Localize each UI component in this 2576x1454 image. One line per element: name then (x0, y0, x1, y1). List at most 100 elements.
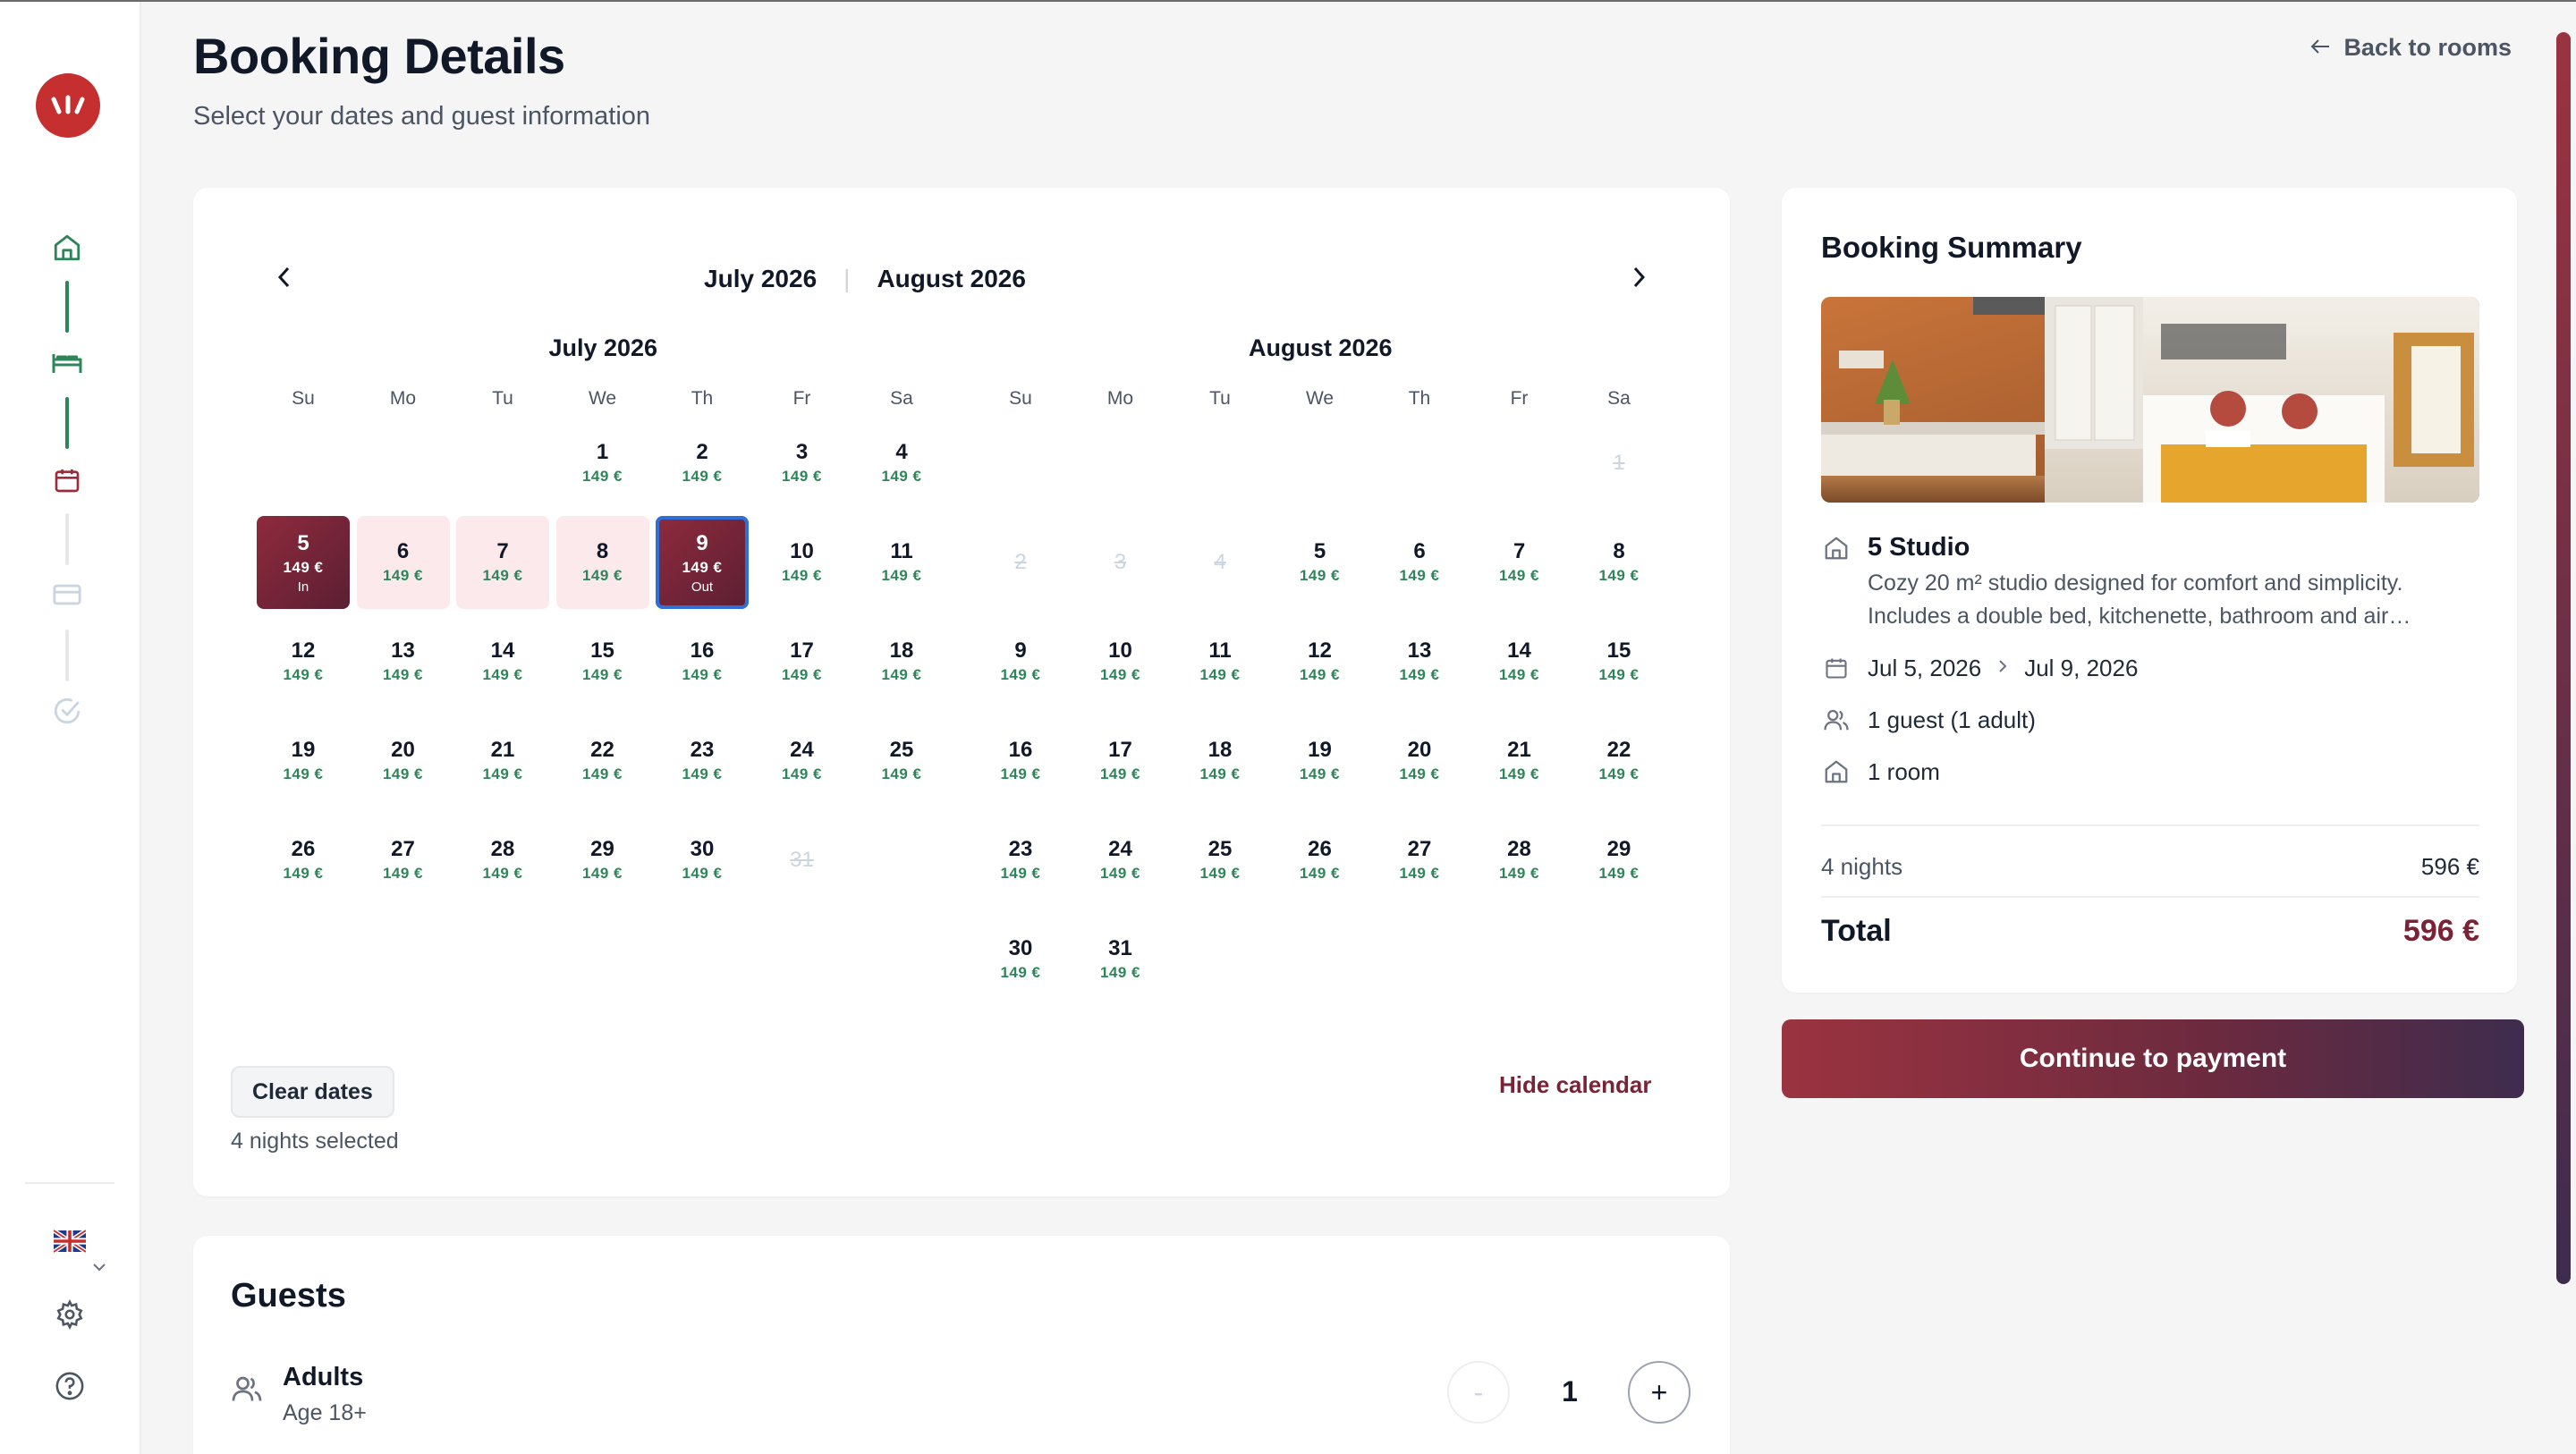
adults-decrement-button[interactable]: - (1447, 1361, 1510, 1424)
calendar-day[interactable]: 6 149 € (356, 516, 450, 609)
month-title: July 2026 (548, 334, 658, 361)
month-switch-left[interactable]: July 2026 (704, 265, 818, 292)
calendar-day[interactable]: 30 149 € (656, 814, 749, 907)
day-price: 149 € (1399, 665, 1440, 683)
day-number: 20 (1407, 737, 1432, 762)
prev-month-button[interactable] (267, 259, 302, 295)
calendar-day[interactable]: 13 149 € (357, 615, 450, 708)
calendar-day[interactable]: 27 149 € (357, 814, 450, 907)
calendar-day[interactable]: 19 149 € (1274, 714, 1367, 807)
calendar-day[interactable]: 22 149 € (1572, 714, 1665, 807)
calendar-day[interactable]: 15 149 € (1572, 615, 1665, 708)
calendar-day[interactable]: 24 149 € (756, 714, 849, 807)
summary-title: Booking Summary (1821, 231, 2082, 264)
hide-calendar-link[interactable]: Hide calendar (1499, 1071, 1652, 1098)
calendar-day[interactable]: 23 149 € (974, 814, 1067, 907)
uk-flag-icon[interactable] (52, 1223, 88, 1259)
day-number: 29 (590, 836, 614, 861)
chevron-down-icon[interactable] (91, 1261, 107, 1277)
calendar-day[interactable]: 18 149 € (855, 615, 948, 708)
gear-icon[interactable] (52, 1297, 88, 1332)
month-switch-right[interactable]: August 2026 (877, 265, 1026, 292)
help-icon[interactable] (52, 1368, 88, 1404)
calendar-day[interactable]: 26 149 € (1274, 814, 1367, 907)
calendar-day[interactable]: 3 149 € (756, 417, 849, 510)
calendar-day[interactable]: 21 149 € (1473, 714, 1566, 807)
calendar-day[interactable]: 9 149 € Out (656, 516, 749, 609)
calendar-day[interactable]: 20 149 € (357, 714, 450, 807)
calendar-icon (1821, 653, 1852, 683)
calendar-day[interactable]: 9 149 € (974, 615, 1067, 708)
calendar-day[interactable]: 21 149 € (456, 714, 549, 807)
sidebar-divider (25, 1182, 114, 1184)
calendar-day[interactable]: 16 149 € (974, 714, 1067, 807)
chevron-right-icon (1997, 658, 2008, 679)
brand-logo[interactable] (36, 73, 100, 138)
scrollbar-thumb[interactable] (2556, 32, 2571, 1284)
calendar-day[interactable]: 7 149 € (1473, 516, 1566, 609)
calendar-day[interactable]: 28 149 € (456, 814, 549, 907)
calendar-day[interactable]: 5 149 € In (257, 516, 350, 609)
calendar-day[interactable]: 13 149 € (1373, 615, 1466, 708)
calendar-day[interactable]: 5 149 € (1274, 516, 1367, 609)
window-top-border (0, 0, 2576, 2)
calendar-day[interactable]: 20 149 € (1373, 714, 1466, 807)
calendar-day[interactable]: 14 149 € (1473, 615, 1566, 708)
day-number: 5 (297, 531, 309, 556)
day-number: 18 (889, 638, 914, 663)
calendar-day[interactable]: 16 149 € (656, 615, 749, 708)
adults-increment-button[interactable]: + (1628, 1361, 1690, 1424)
day-number: 31 (790, 847, 814, 872)
calendar-day[interactable]: 30 149 € (974, 913, 1067, 1006)
calendar-day[interactable]: 31 149 € (1074, 913, 1167, 1006)
day-price: 149 € (781, 467, 823, 485)
next-month-button[interactable] (1621, 259, 1657, 295)
calendar-day: 31 (756, 814, 849, 907)
room-name: 5 Studio (1868, 533, 1970, 562)
calendar-day[interactable]: 27 149 € (1373, 814, 1466, 907)
day-price: 149 € (682, 765, 723, 782)
calendar-day[interactable]: 11 149 € (1174, 615, 1267, 708)
calendar-day[interactable]: 22 149 € (556, 714, 649, 807)
calendar-day[interactable]: 25 149 € (1174, 814, 1267, 907)
calendar-day[interactable]: 25 149 € (855, 714, 948, 807)
calendar-day: 2 (974, 516, 1067, 609)
calendar-day[interactable]: 6 149 € (1373, 516, 1466, 609)
calendar-day[interactable]: 8 149 € (555, 516, 649, 609)
calendar-day[interactable]: 12 149 € (257, 615, 350, 708)
credit-card-icon[interactable] (50, 578, 84, 612)
summary-divider (1821, 896, 2479, 898)
weekday-label: Tu (1209, 388, 1231, 409)
calendar-day[interactable]: 18 149 € (1174, 714, 1267, 807)
calendar-day[interactable]: 10 149 € (756, 516, 849, 609)
calendar-day[interactable]: 7 149 € (456, 516, 549, 609)
calendar-day[interactable]: 1 149 € (556, 417, 649, 510)
calendar-icon[interactable] (50, 463, 84, 497)
clear-dates-button[interactable]: Clear dates (231, 1066, 394, 1118)
calendar-day[interactable]: 10 149 € (1074, 615, 1167, 708)
calendar-day[interactable]: 24 149 € (1074, 814, 1167, 907)
bed-icon[interactable] (50, 345, 84, 379)
calendar-day[interactable]: 12 149 € (1274, 615, 1367, 708)
calendar-day[interactable]: 29 149 € (1572, 814, 1665, 907)
nights-selected-text: 4 nights selected (231, 1129, 399, 1154)
calendar-day[interactable]: 26 149 € (257, 814, 350, 907)
calendar-day[interactable]: 17 149 € (756, 615, 849, 708)
calendar-day[interactable]: 15 149 € (556, 615, 649, 708)
continue-to-payment-button[interactable]: Continue to payment (1782, 1019, 2524, 1098)
calendar-day[interactable]: 11 149 € (855, 516, 948, 609)
calendar-day[interactable]: 23 149 € (656, 714, 749, 807)
home-icon[interactable] (50, 231, 84, 265)
calendar-day[interactable]: 4 149 € (855, 417, 948, 510)
calendar-day[interactable]: 28 149 € (1473, 814, 1566, 907)
check-circle-icon[interactable] (50, 694, 84, 728)
day-price: 149 € (283, 864, 324, 882)
back-to-rooms-link[interactable]: Back to rooms (2309, 34, 2512, 62)
calendar-day[interactable]: 14 149 € (456, 615, 549, 708)
calendar-day[interactable]: 17 149 € (1074, 714, 1167, 807)
day-number: 18 (1208, 737, 1233, 762)
calendar-day[interactable]: 19 149 € (257, 714, 350, 807)
calendar-day[interactable]: 2 149 € (656, 417, 749, 510)
calendar-day[interactable]: 29 149 € (556, 814, 649, 907)
calendar-day[interactable]: 8 149 € (1572, 516, 1665, 609)
